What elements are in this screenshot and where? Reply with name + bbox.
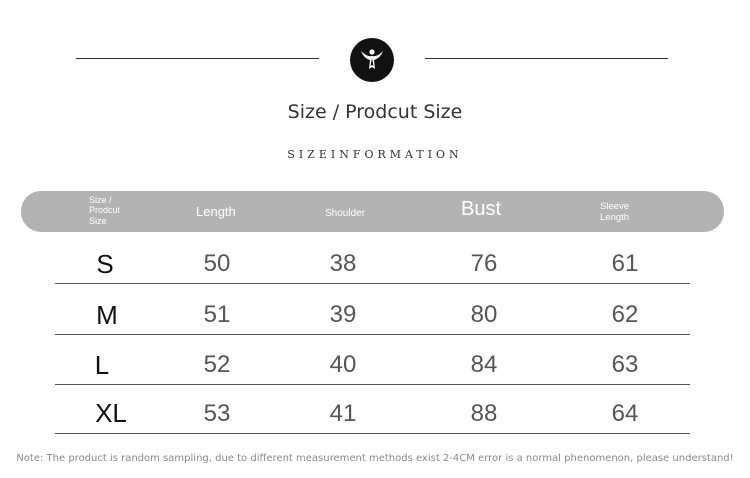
row-xl-size: XL: [95, 398, 127, 428]
row-divider: [55, 384, 690, 385]
row-xl-length: 53: [203, 400, 231, 427]
row-l-shoulder: 40: [329, 351, 357, 378]
row-s-length: 50: [203, 250, 231, 277]
row-s-size: S: [96, 249, 114, 279]
right-divider: [425, 58, 668, 59]
row-divider: [55, 334, 690, 335]
row-m-sleeve: 62: [611, 301, 639, 328]
row-l-length: 52: [203, 351, 231, 378]
row-divider: [55, 283, 690, 284]
row-l-bust: 84: [470, 351, 498, 378]
brand-logo-icon: [350, 38, 394, 82]
row-xl-bust: 88: [470, 400, 498, 427]
row-m-size: M: [96, 300, 118, 330]
table-header-bar: [21, 191, 724, 232]
page-subtitle: SIZEINFORMATION: [287, 148, 463, 161]
row-l-size: L: [94, 350, 110, 380]
row-m-shoulder: 39: [329, 301, 357, 328]
header-sleeve: Sleeve Length: [600, 201, 630, 223]
row-xl-sleeve: 64: [611, 400, 639, 427]
left-divider: [76, 58, 319, 59]
page-title: Size / Prodcut Size: [287, 101, 463, 123]
header-shoulder: Shoulder: [325, 208, 366, 219]
header-size: Size / Prodcut Size: [89, 195, 121, 226]
header-length: Length: [196, 204, 236, 219]
row-l-sleeve: 63: [611, 351, 639, 378]
row-m-bust: 80: [470, 301, 498, 328]
row-s-sleeve: 61: [611, 250, 639, 277]
row-s-shoulder: 38: [329, 250, 357, 277]
row-divider: [55, 433, 690, 434]
row-s-bust: 76: [470, 250, 498, 277]
header-bust: Bust: [461, 198, 502, 220]
row-xl-shoulder: 41: [329, 400, 357, 427]
footnote: Note: The product is random sampling, du…: [16, 453, 734, 464]
row-m-length: 51: [203, 301, 231, 328]
